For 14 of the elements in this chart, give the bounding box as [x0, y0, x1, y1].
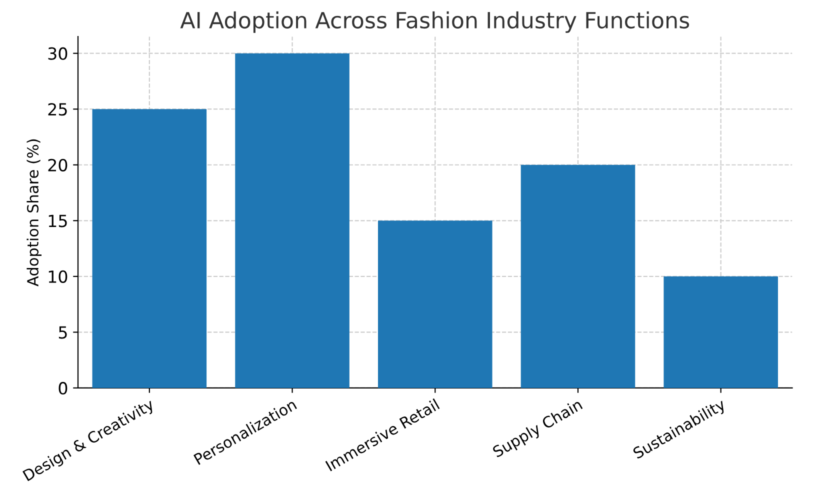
y-tick-label: 20	[48, 158, 68, 172]
y-tick-label: 15	[48, 214, 67, 228]
bar	[378, 220, 492, 388]
bar	[664, 276, 778, 388]
bar	[92, 109, 207, 388]
y-axis-title: Adoption Share (%)	[26, 139, 42, 286]
bar	[520, 164, 636, 388]
y-tick-label: 25	[48, 103, 67, 116]
y-tick-label: 0	[58, 382, 68, 395]
bar	[235, 53, 350, 388]
y-tick-label: 30	[48, 47, 68, 60]
y-tick-label: 10	[48, 270, 68, 283]
chart-title: AI Adoption Across Fashion Industry Functions	[180, 11, 690, 33]
y-tick-label: 5	[58, 326, 67, 339]
